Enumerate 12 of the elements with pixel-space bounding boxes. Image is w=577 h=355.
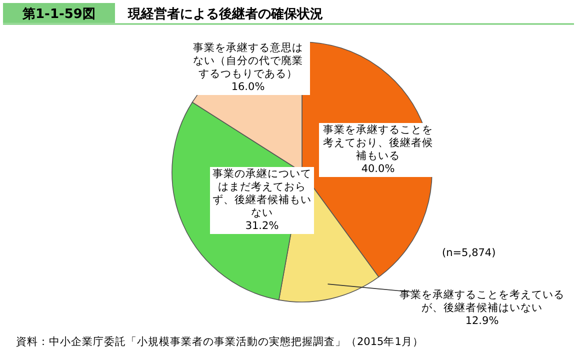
text: (n=5,874): [441, 246, 497, 261]
data-label: 31.2%: [244, 220, 280, 232]
chart-subtitle: 現経営者による後継者の確保状況: [127, 6, 323, 22]
text: 第1-1-59図: [22, 7, 96, 22]
data-label: 16.0%: [230, 81, 266, 94]
data-label: 40.0%: [360, 163, 396, 176]
text: 資料：中小企業庁委託「小規模事業者の事業活動の実態把握調査」（2015年1月）: [15, 335, 424, 350]
slice-label: 事業を承継することを考えているが、後継者候補はいない: [398, 288, 566, 314]
slice-label: 事業を承継することを考えており、後継者候補もいる: [322, 124, 434, 163]
data-label: 12.9%: [464, 314, 500, 328]
slice-label: 事業を承継する意思はない（自分の代で廃業するつもりである）: [192, 42, 304, 81]
slice-label: 事業の承継についてはまだ考えておらず、後継者候補もいない: [212, 168, 312, 220]
